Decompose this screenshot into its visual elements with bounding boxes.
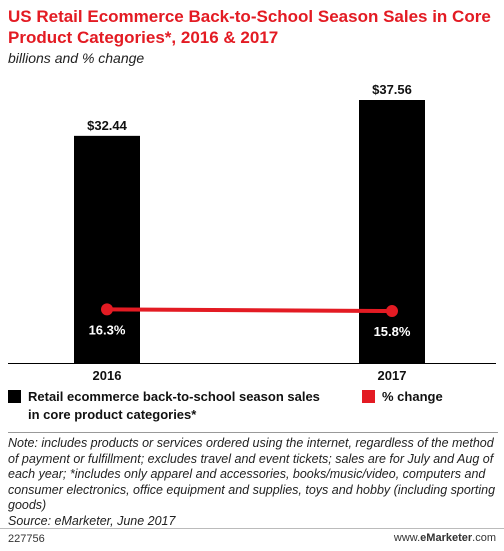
change-point bbox=[101, 303, 113, 316]
change-point bbox=[386, 305, 398, 318]
brand-name: eMarketer bbox=[420, 532, 473, 544]
change-value-label: 15.8% bbox=[374, 324, 411, 339]
legend-item-sales: Retail ecommerce back-to-school season s… bbox=[8, 388, 328, 424]
footer: 227756 www.eMarketer.com bbox=[0, 528, 504, 551]
chart-plot: $32.44 $37.56 2016 2017 16.3% 15.8% bbox=[8, 82, 496, 383]
chart-id: 227756 bbox=[8, 533, 45, 545]
change-line bbox=[106, 307, 393, 314]
chart-title: US Retail Ecommerce Back-to-School Seaso… bbox=[8, 7, 491, 47]
legend-swatch-change bbox=[362, 390, 375, 403]
chart-notes: Note: includes products or services orde… bbox=[8, 432, 498, 529]
brand-suffix: .com bbox=[472, 532, 496, 544]
chart-subtitle: billions and % change bbox=[8, 50, 145, 66]
x-tick-label: 2016 bbox=[93, 368, 122, 383]
legend-label-change: % change bbox=[382, 389, 443, 404]
change-value-label: 16.3% bbox=[89, 322, 126, 337]
source-text: Source: eMarketer, June 2017 bbox=[8, 513, 176, 528]
x-tick-label: 2017 bbox=[378, 368, 407, 383]
legend-swatch-sales bbox=[8, 390, 21, 403]
bar-2016 bbox=[74, 135, 140, 363]
note-text: Note: includes products or services orde… bbox=[8, 436, 496, 512]
brand-link[interactable]: www.eMarketer.com bbox=[394, 532, 496, 544]
bar-value-label: $37.56 bbox=[372, 82, 412, 97]
bar-value-label: $32.44 bbox=[87, 118, 128, 133]
bar-2017 bbox=[359, 100, 425, 363]
legend-label-sales: Retail ecommerce back-to-school season s… bbox=[28, 389, 320, 422]
brand-prefix: www. bbox=[393, 532, 421, 544]
legend-item-change: % change bbox=[362, 388, 492, 406]
